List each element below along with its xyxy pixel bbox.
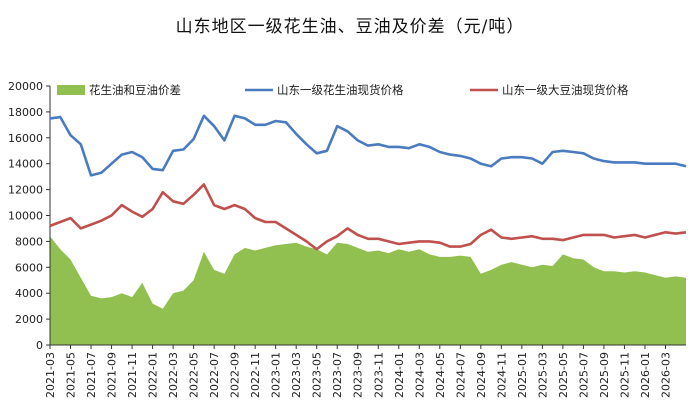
- line-layer: [49, 114, 687, 251]
- x-tick-label-8: 2022-07: [208, 352, 221, 398]
- x-tick-label-0: 2021-03: [44, 352, 57, 398]
- y-tick-label-4: 8000: [15, 235, 43, 248]
- x-tick-label-13: 2023-05: [311, 352, 324, 398]
- x-tick-label-24: 2025-03: [536, 352, 549, 398]
- x-tick-label-12: 2023-03: [290, 352, 303, 398]
- x-tick-label-2: 2021-07: [85, 352, 98, 398]
- axis-layer: 0 2000 4000 6000 8000 10000 12000 14000 16000 180…: [8, 80, 686, 398]
- x-tick-label-7: 2022-05: [188, 352, 201, 398]
- x-tick-label-17: 2024-01: [393, 352, 406, 398]
- x-tick-label-19: 2024-05: [434, 352, 447, 398]
- x-tick-label-9: 2022-09: [229, 352, 242, 398]
- area-layer: [50, 236, 686, 345]
- series-area-0: [50, 236, 686, 345]
- y-tick-label-3: 6000: [15, 261, 43, 274]
- x-tick-label-29: 2026-01: [639, 352, 652, 398]
- x-tick-label-4: 2021-11: [126, 352, 139, 398]
- x-tick-label-22: 2024-11: [495, 352, 508, 398]
- y-tick-label-6: 12000: [8, 184, 43, 197]
- y-tick-label-9: 18000: [8, 106, 43, 119]
- y-tick-label-5: 10000: [8, 210, 43, 223]
- legend-label-2: 山东一级大豆油现货价格: [502, 83, 629, 97]
- legend-label-0: 花生油和豆油价差: [89, 83, 181, 97]
- x-tick-label-18: 2024-03: [413, 352, 426, 398]
- x-tick-label-27: 2025-09: [598, 352, 611, 398]
- legend-label-1: 山东一级花生油现货价格: [277, 83, 404, 97]
- x-tick-label-23: 2025-01: [516, 352, 529, 398]
- y-tick-label-8: 16000: [8, 132, 43, 145]
- y-tick-label-2: 4000: [15, 287, 43, 300]
- x-tick-label-6: 2022-03: [167, 352, 180, 398]
- y-tick-label-7: 14000: [8, 158, 43, 171]
- x-tick-label-14: 2023-07: [331, 352, 344, 398]
- series-line-1: [49, 114, 687, 177]
- x-tick-label-25: 2025-05: [557, 352, 570, 398]
- chart-title: 山东地区一级花生油、豆油及价差（元/吨）: [175, 17, 525, 37]
- x-tick-label-20: 2024-07: [454, 352, 467, 398]
- x-tick-label-5: 2022-01: [147, 352, 160, 398]
- y-tick-label-10: 20000: [8, 80, 43, 93]
- legend-swatch-0: [57, 85, 85, 95]
- x-tick-label-21: 2024-09: [475, 352, 488, 398]
- x-tick-label-15: 2023-09: [352, 352, 365, 398]
- y-tick-label-1: 2000: [15, 313, 43, 326]
- x-tick-label-1: 2021-05: [65, 352, 78, 398]
- x-tick-label-28: 2025-11: [618, 352, 631, 398]
- x-tick-label-16: 2023-11: [372, 352, 385, 398]
- x-tick-label-30: 2026-03: [659, 352, 672, 398]
- y-tick-label-0: 0: [36, 339, 43, 352]
- x-tick-label-10: 2022-11: [249, 352, 262, 398]
- legend-layer: 花生油和豆油价差 山东一级花生油现货价格 山东一级大豆油现货价格: [57, 83, 629, 97]
- x-tick-label-26: 2025-07: [577, 352, 590, 398]
- x-tick-label-3: 2021-09: [106, 352, 119, 398]
- x-tick-label-11: 2023-01: [270, 352, 283, 398]
- series-line-2: [49, 183, 687, 251]
